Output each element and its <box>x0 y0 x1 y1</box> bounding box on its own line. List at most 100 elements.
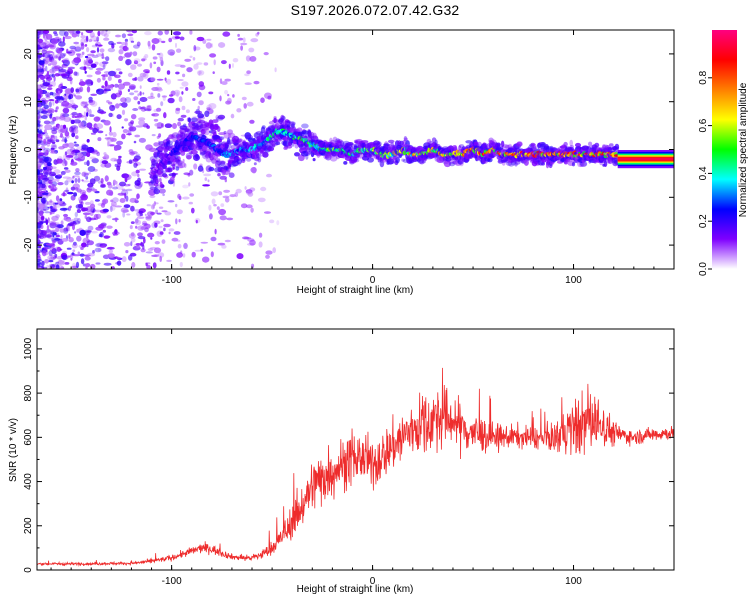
noise-blob <box>92 250 95 254</box>
noise-blob <box>133 58 141 64</box>
y-tick-label: 20 <box>23 48 34 60</box>
noise-blob <box>172 167 175 170</box>
track-halo <box>223 132 231 139</box>
noise-blob <box>37 116 40 120</box>
noise-blob <box>146 264 151 269</box>
noise-blob <box>38 130 43 135</box>
noise-blob <box>130 152 135 156</box>
noise-blob <box>103 152 107 156</box>
noise-blob <box>108 40 114 46</box>
noise-blob <box>132 158 139 162</box>
noise-blob <box>263 52 269 56</box>
noise-blob <box>247 191 254 197</box>
noise-blob <box>87 225 94 231</box>
noise-blob <box>73 241 77 246</box>
noise-blob <box>116 158 122 165</box>
noise-blob <box>100 111 104 115</box>
noise-blob <box>168 37 173 43</box>
noise-blob <box>272 247 277 254</box>
noise-blob <box>161 210 168 213</box>
noise-blob <box>184 58 192 62</box>
noise-blob <box>70 161 78 166</box>
noise-blob <box>206 38 212 41</box>
noise-blob <box>138 117 146 121</box>
noise-blob <box>68 95 72 100</box>
figure-title: S197.2026.072.07.42.G32 <box>290 2 460 18</box>
noise-blob <box>74 128 79 135</box>
noise-blob <box>43 129 47 134</box>
noise-blob <box>130 221 135 225</box>
noise-blob <box>49 199 53 203</box>
noise-blob <box>52 145 56 148</box>
track-halo <box>163 174 169 179</box>
noise-blob <box>246 70 251 74</box>
track-halo <box>223 130 227 135</box>
noise-blob <box>37 140 42 145</box>
noise-blob <box>123 242 131 247</box>
noise-blob <box>158 52 164 59</box>
noise-blob <box>37 238 41 245</box>
noise-blob <box>177 193 181 199</box>
noise-blob <box>103 87 107 93</box>
noise-blob <box>117 192 126 196</box>
noise-blob <box>127 88 130 92</box>
noise-blob <box>42 82 50 87</box>
noise-blob <box>150 204 155 210</box>
noise-blob <box>58 41 66 47</box>
track-halo <box>443 160 451 168</box>
noise-blob <box>81 179 84 182</box>
noise-blob <box>122 211 126 218</box>
track-halo <box>366 154 372 158</box>
track-halo <box>215 123 219 128</box>
noise-blob <box>164 30 169 35</box>
noise-blob <box>115 34 121 38</box>
noise-blob <box>53 31 58 35</box>
noise-blob <box>64 151 68 156</box>
noise-blob <box>59 157 63 164</box>
noise-blob <box>51 141 56 144</box>
noise-blob <box>62 136 65 141</box>
noise-blob <box>75 261 80 269</box>
noise-blob <box>144 54 149 59</box>
noise-blob <box>103 88 112 92</box>
noise-blob <box>100 178 104 184</box>
track-halo <box>162 173 168 178</box>
track-halo <box>195 153 199 160</box>
noise-blob <box>66 76 73 82</box>
noise-blob <box>125 59 130 66</box>
track-halo <box>204 110 210 118</box>
noise-blob <box>86 243 89 248</box>
noise-blob <box>42 64 45 68</box>
noise-blob <box>88 99 96 106</box>
noise-blob <box>130 40 135 43</box>
noise-blob <box>146 105 152 112</box>
track-halo <box>550 147 558 152</box>
noise-blob <box>121 102 128 108</box>
noise-blob <box>95 116 101 121</box>
colorbar-ticks: 0.00.20.40.60.8 <box>698 70 712 276</box>
noise-blob <box>52 240 56 244</box>
track-halo <box>166 140 174 145</box>
noise-blob <box>61 73 68 77</box>
track-halo <box>360 140 369 144</box>
noise-blob <box>43 138 47 145</box>
noise-blob <box>139 91 142 96</box>
noise-blob <box>134 219 142 226</box>
noise-blob <box>87 252 95 257</box>
noise-blob <box>37 249 40 254</box>
noise-blob <box>86 160 90 167</box>
noise-blob <box>156 66 161 73</box>
noise-blob <box>207 179 210 183</box>
noise-blob <box>50 188 57 192</box>
noise-blob <box>65 88 71 95</box>
noise-blob <box>104 80 108 87</box>
noise-blob <box>85 263 91 268</box>
noise-blob <box>156 78 164 81</box>
noise-blob <box>37 69 44 76</box>
noise-blob <box>71 243 78 249</box>
snr-series <box>37 367 674 567</box>
noise-blob <box>139 168 146 171</box>
noise-blob <box>229 194 236 198</box>
track-halo <box>458 145 462 151</box>
track-halo <box>254 155 260 162</box>
